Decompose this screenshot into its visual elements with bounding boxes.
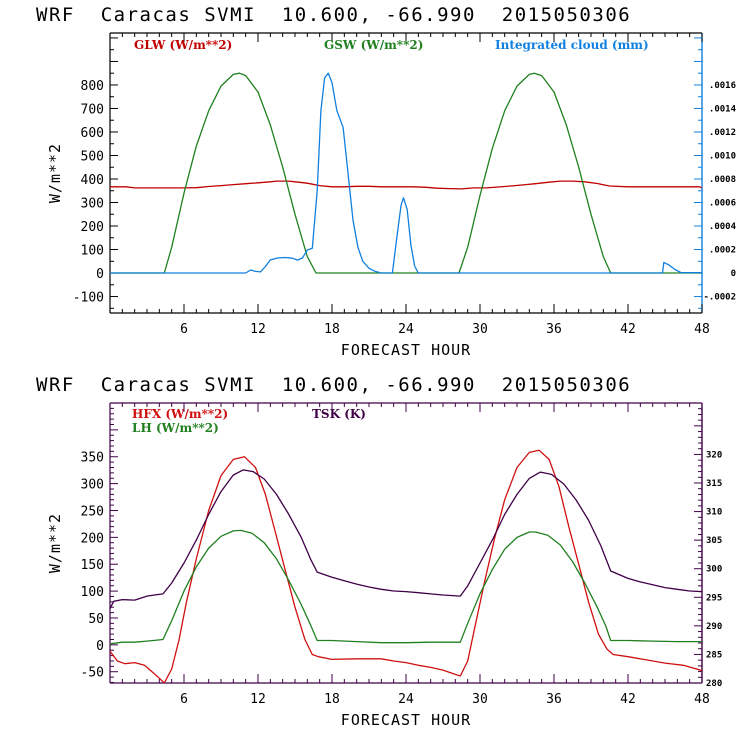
y-right-tick-label: .0004: [709, 222, 737, 232]
legend-gsw: GSW (W/m**2): [324, 38, 423, 52]
x-tick-label: 42: [620, 692, 636, 707]
x-tick-label: 30: [472, 322, 488, 337]
legend-glw: GLW (W/m**2): [134, 38, 232, 52]
y-tick-label: 0: [96, 639, 104, 654]
y-tick-label: 150: [81, 558, 104, 573]
series-gsw-line: [110, 72, 702, 274]
x-tick-label: 6: [180, 692, 188, 707]
y-right-tick-label: 320: [706, 450, 722, 460]
y-tick-label: 300: [81, 478, 104, 493]
y-right-tick-label: 315: [706, 479, 722, 489]
y-tick-label: 700: [81, 102, 104, 117]
y-tick-label: 400: [81, 173, 104, 188]
series-integrated-line: [110, 72, 702, 274]
y-right-tick-label: 295: [706, 593, 722, 603]
panel-radiation-cloud: WRF Caracas SVMI 10.600, -66.990 2015050…: [36, 4, 737, 359]
y-tick-label: 100: [81, 244, 104, 259]
y-right-tick-label: .0002: [709, 246, 736, 256]
series-hfx-line: [110, 449, 702, 683]
x-axis-label: FORECAST HOUR: [341, 341, 471, 359]
y-tick-label: 50: [88, 612, 104, 627]
y-right-tick-label: -.0002: [703, 293, 736, 303]
x-tick-label: 24: [398, 692, 414, 707]
y-right-tick-label: .0010: [709, 151, 736, 161]
series-lh-line: [110, 529, 702, 645]
y-right-tick-label: 0: [731, 269, 736, 279]
x-tick-label: 36: [546, 322, 562, 337]
x-axis-label: FORECAST HOUR: [341, 711, 471, 729]
x-tick-label: 48: [694, 322, 710, 337]
y-right-tick-label: .0006: [709, 199, 736, 209]
y-tick-label: 250: [81, 504, 104, 519]
legend-hfx: HFX (W/m**2): [132, 407, 228, 421]
x-tick-label: 12: [250, 322, 266, 337]
x-tick-label: 18: [324, 322, 340, 337]
y-tick-label: 0: [96, 267, 104, 282]
panel-title: WRF Caracas SVMI 10.600, -66.990 2015050…: [36, 4, 631, 26]
x-tick-label: 36: [546, 692, 562, 707]
x-tick-label: 12: [250, 692, 266, 707]
x-tick-label: 24: [398, 322, 414, 337]
x-tick-label: 48: [694, 692, 710, 707]
y-tick-label: -50: [81, 666, 104, 681]
y-tick-label: 500: [81, 149, 104, 164]
y-tick-label: 200: [81, 531, 104, 546]
x-tick-label: 6: [180, 322, 188, 337]
y-right-tick-label: .0014: [709, 104, 737, 114]
y-tick-label: 350: [81, 451, 104, 466]
series-tsk-line: [110, 469, 702, 609]
y-axis-label: W/m**2: [46, 143, 64, 203]
y-right-tick-label: .0012: [709, 128, 736, 138]
y-right-tick-label: .0016: [709, 81, 736, 91]
y-tick-label: -100: [73, 291, 104, 306]
y-right-tick-label: 285: [706, 650, 722, 660]
y-right-tick-label: 300: [706, 565, 722, 575]
x-tick-label: 30: [472, 692, 488, 707]
panel-surface-fluxes: WRF Caracas SVMI 10.600, -66.990 2015050…: [36, 374, 722, 729]
y-right-tick-label: 310: [706, 508, 722, 518]
y-right-tick-label: 290: [706, 622, 722, 632]
y-tick-label: 600: [81, 126, 104, 141]
series-glw-line: [110, 180, 702, 190]
y-tick-label: 800: [81, 79, 104, 94]
y-right-tick-label: .0008: [709, 175, 736, 185]
legend-lh: LH (W/m**2): [132, 421, 219, 435]
x-tick-label: 18: [324, 692, 340, 707]
y-tick-label: 100: [81, 585, 104, 600]
y-right-tick-label: 305: [706, 536, 722, 546]
x-tick-label: 42: [620, 322, 636, 337]
y-axis-label: W/m**2: [46, 513, 64, 573]
legend-tsk: TSK (K): [312, 407, 366, 421]
y-tick-label: 300: [81, 197, 104, 212]
panel-title: WRF Caracas SVMI 10.600, -66.990 2015050…: [36, 374, 631, 396]
legend-integrated-cloud: Integrated cloud (mm): [495, 38, 649, 52]
y-tick-label: 200: [81, 220, 104, 235]
y-right-tick-label: 280: [706, 679, 722, 689]
